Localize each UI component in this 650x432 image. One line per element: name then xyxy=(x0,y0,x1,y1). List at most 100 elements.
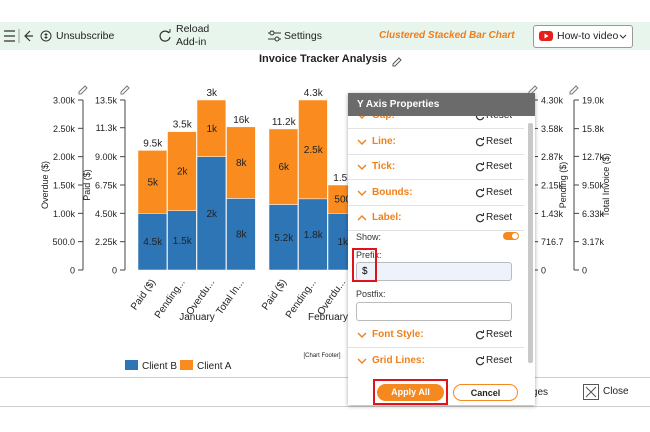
legend-label: Client A xyxy=(197,361,232,372)
y-tick-label: 716.7 xyxy=(541,237,564,247)
reload[interactable]: Add-in xyxy=(176,36,207,48)
show-label: Show: xyxy=(356,232,382,242)
icon xyxy=(357,332,367,338)
reset-button[interactable]: Reset xyxy=(486,354,513,366)
chart-title: Invoice Tracker Analysis xyxy=(259,53,387,65)
property-row[interactable]: Label: Reset xyxy=(348,205,524,231)
youtube-icon xyxy=(539,31,553,41)
scrollbar[interactable] xyxy=(528,123,533,363)
postfix-input[interactable] xyxy=(356,302,512,321)
legend-swatch xyxy=(125,360,138,370)
axis-title: Overdue ($) xyxy=(40,161,50,209)
property-row[interactable]: Font Style: Reset xyxy=(348,322,524,348)
y-tick-label: 500.0 xyxy=(52,237,75,247)
x-tick-label: Paid ($) xyxy=(260,277,289,312)
bar-segment xyxy=(268,128,299,205)
row-label: Bounds: xyxy=(372,186,413,198)
value-label: 5.2k xyxy=(274,233,294,244)
y-tick-label: 4.50k xyxy=(95,209,118,219)
bar-segment xyxy=(268,204,299,271)
edit-icon[interactable] xyxy=(120,85,130,95)
value-label: 8k xyxy=(236,158,248,169)
property-row[interactable]: Tick: Reset xyxy=(348,154,524,180)
unsubscribe[interactable]: Unsubscribe xyxy=(56,30,115,42)
toggle-knob xyxy=(512,233,518,239)
bar-segment xyxy=(167,210,197,271)
unsubscribe-icon xyxy=(40,30,52,42)
reload[interactable]: Reload xyxy=(176,23,210,35)
y-tick-label: 1.50k xyxy=(53,181,76,191)
axis-title: Paid ($) xyxy=(82,169,92,201)
reset-button[interactable]: Reset xyxy=(486,135,513,147)
icon xyxy=(475,187,485,197)
reload-icon xyxy=(159,29,171,42)
y-tick-label: 1.43k xyxy=(541,209,564,219)
value-label: 1k xyxy=(206,124,218,135)
total-label: 1.5k xyxy=(333,173,353,184)
property-row[interactable]: Gap: Reset xyxy=(348,116,524,129)
close-icon xyxy=(583,384,599,400)
bar-segment xyxy=(226,198,256,271)
y-tick-label: 6.33k xyxy=(582,209,605,219)
y-tick-label: 2.25k xyxy=(95,237,118,247)
y-tick-label: 3.17k xyxy=(582,237,605,247)
bar-segment xyxy=(137,150,168,214)
total-label: 16k xyxy=(233,115,250,126)
icon xyxy=(357,215,367,221)
icon xyxy=(475,330,485,340)
panel-list: Gap: Reset Line: Reset Tick: Reset Bounds: Rese… xyxy=(348,116,528,371)
property-row[interactable]: Bounds: Reset xyxy=(348,180,524,206)
x-tick-label: Total In... xyxy=(214,277,246,317)
properties-panel: Y Axis Properties Gap:ResetLine:ResetTic… xyxy=(348,93,535,405)
y-tick-label: 9.00k xyxy=(95,152,118,162)
y-tick-label: 6.75k xyxy=(95,181,118,191)
product-name: Clustered Stacked Bar Chart xyxy=(379,30,515,41)
value-label: 6k xyxy=(278,162,290,173)
panel-title: Y Axis Properties xyxy=(348,93,535,116)
reset-button[interactable]: Reset xyxy=(486,212,513,223)
chart: Invoice Tracker Analysis [Chart Footer] … xyxy=(40,53,611,372)
icon xyxy=(357,139,367,145)
close[interactable]: Close xyxy=(603,386,629,397)
y-tick-label: 15.8k xyxy=(582,124,605,134)
y-tick-label: 2.00k xyxy=(53,152,76,162)
reset-button[interactable]: Reset xyxy=(486,116,512,121)
group-label: February xyxy=(308,312,348,323)
menu-icons[interactable] xyxy=(3,29,33,43)
axis-title: Pending ($) xyxy=(558,162,568,209)
value-label: 8k xyxy=(236,230,248,241)
y-tick-label: 3.00k xyxy=(53,96,76,106)
dropdown-icon xyxy=(619,34,627,39)
edit-icon[interactable] xyxy=(392,57,402,67)
icon xyxy=(357,164,367,170)
video-button[interactable]: How-to video xyxy=(533,25,633,48)
edit-icon[interactable] xyxy=(569,85,579,95)
reset-button[interactable]: Reset xyxy=(486,161,513,172)
cancel-button[interactable]: Cancel xyxy=(453,384,518,401)
apply-all-button[interactable]: Apply All xyxy=(377,384,444,401)
edit-icon[interactable] xyxy=(78,85,88,95)
total-label: 4.3k xyxy=(304,88,324,99)
property-row[interactable]: Grid Lines: Reset xyxy=(348,348,524,372)
y-tick-label: 2.50k xyxy=(53,124,76,134)
row-label: Label: xyxy=(372,212,402,223)
prefix-input[interactable]: $ xyxy=(356,262,512,281)
total-label: 11.2k xyxy=(272,117,297,128)
y-tick-label: 12.7k xyxy=(582,152,605,162)
settings[interactable]: Settings xyxy=(284,30,322,42)
icon xyxy=(357,190,367,196)
icon xyxy=(475,213,485,223)
reset-button[interactable]: Reset xyxy=(486,186,513,198)
property-row[interactable]: Line: Reset xyxy=(348,129,524,155)
bar-segment xyxy=(226,126,256,199)
value-label: 2.5k xyxy=(304,145,324,156)
legend-swatch xyxy=(180,360,193,370)
row-label: Font Style: xyxy=(372,329,424,340)
value-label: 1.8k xyxy=(304,230,324,241)
value-label: 1k xyxy=(337,237,349,248)
bar-segment xyxy=(196,99,227,157)
show-toggle[interactable] xyxy=(503,232,519,240)
y-tick-label: 13.5k xyxy=(95,96,118,106)
reset-button[interactable]: Reset xyxy=(486,329,513,340)
total-label: 9.5k xyxy=(143,138,163,149)
